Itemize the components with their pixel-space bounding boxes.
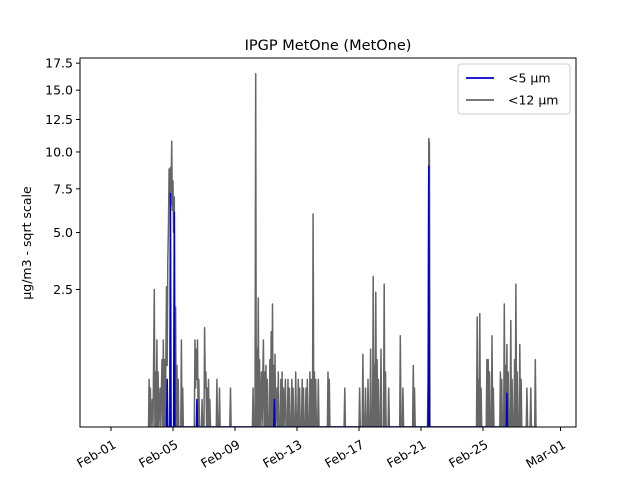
y-tick-label: 10.0 — [45, 144, 73, 159]
plot-area — [147, 72, 537, 427]
y-tick-label: 15.0 — [45, 83, 73, 98]
legend-label-1: <12 µm — [508, 93, 558, 108]
legend: <5 µm <12 µm — [457, 63, 571, 115]
y-tick-label: 12.5 — [45, 112, 73, 127]
chart-title: IPGP MetOne (MetOne) — [245, 38, 412, 54]
legend-label-0: <5 µm — [508, 71, 551, 86]
series-line-1 — [147, 72, 537, 427]
y-axis-label: μg/m3 - sqrt scale — [19, 186, 34, 300]
y-axis: 2.5 5.0 7.5 10.0 12.5 15.0 17.5 — [45, 56, 80, 297]
y-tick-label: 5.0 — [53, 225, 73, 240]
series-layer — [147, 72, 537, 427]
series-line-0 — [165, 165, 509, 427]
y-tick-label: 17.5 — [45, 56, 73, 71]
y-tick-label: 7.5 — [53, 181, 73, 196]
legend-box — [457, 63, 571, 115]
plot-frame — [79, 57, 577, 428]
y-tick-label: 2.5 — [53, 282, 73, 297]
